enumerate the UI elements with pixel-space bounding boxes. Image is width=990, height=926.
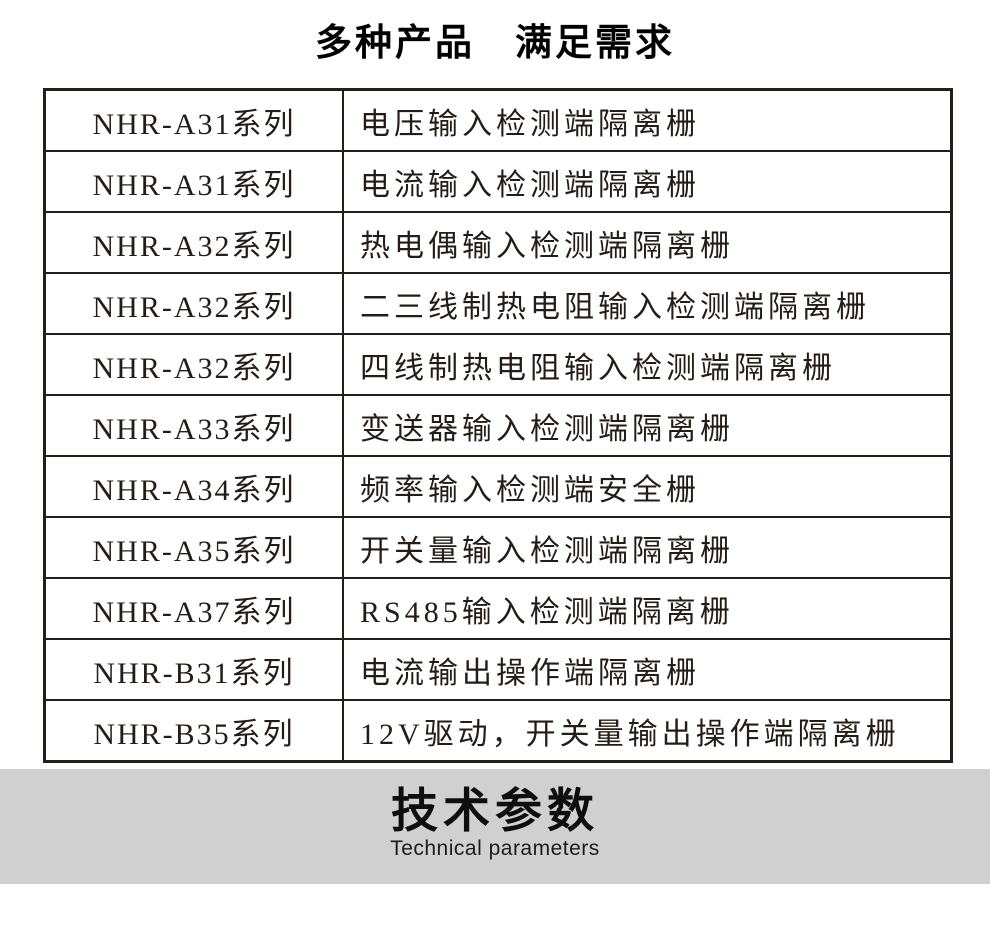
description-cell: 二三线制热电阻输入检测端隔离栅 [342, 272, 953, 335]
series-cell: NHR-A33系列 [43, 394, 344, 457]
description-cell: 变送器输入检测端隔离栅 [342, 394, 953, 457]
description-cell: 开关量输入检测端隔离栅 [342, 516, 953, 579]
description-cell: 四线制热电阻输入检测端隔离栅 [342, 333, 953, 396]
series-cell: NHR-B31系列 [43, 638, 344, 701]
table-row: NHR-A33系列 变送器输入检测端隔离栅 [43, 394, 953, 457]
description-cell: RS485输入检测端隔离栅 [342, 577, 953, 640]
series-cell: NHR-A34系列 [43, 455, 344, 518]
table-row: NHR-A32系列 二三线制热电阻输入检测端隔离栅 [43, 272, 953, 335]
table-row: NHR-A34系列 频率输入检测端安全栅 [43, 455, 953, 518]
series-cell: NHR-A31系列 [43, 150, 344, 213]
description-cell: 频率输入检测端安全栅 [342, 455, 953, 518]
table-row: NHR-B31系列 电流输出操作端隔离栅 [43, 638, 953, 701]
description-cell: 12V驱动，开关量输出操作端隔离栅 [342, 699, 953, 763]
series-cell: NHR-A31系列 [43, 88, 344, 152]
table-row: NHR-A32系列 四线制热电阻输入检测端隔离栅 [43, 333, 953, 396]
table-row: NHR-A32系列 热电偶输入检测端隔离栅 [43, 211, 953, 274]
series-cell: NHR-A32系列 [43, 272, 344, 335]
series-cell: NHR-B35系列 [43, 699, 344, 763]
description-cell: 电流输出操作端隔离栅 [342, 638, 953, 701]
description-cell: 电流输入检测端隔离栅 [342, 150, 953, 213]
tech-params-title: 技术参数 [391, 784, 599, 837]
table-row: NHR-A37系列 RS485输入检测端隔离栅 [43, 577, 953, 640]
page-title: 多种产品 满足需求 [315, 22, 675, 63]
description-cell: 热电偶输入检测端隔离栅 [342, 211, 953, 274]
product-table: NHR-A31系列 电压输入检测端隔离栅 NHR-A31系列 电流输入检测端隔离… [43, 88, 953, 763]
table-row: NHR-A35系列 开关量输入检测端隔离栅 [43, 516, 953, 579]
description-cell: 电压输入检测端隔离栅 [342, 88, 953, 152]
tech-params-banner: 技术参数 Technical parameters [0, 769, 990, 884]
series-cell: NHR-A35系列 [43, 516, 344, 579]
table-row: NHR-A31系列 电压输入检测端隔离栅 [43, 88, 953, 152]
tech-params-subtitle: Technical parameters [390, 837, 600, 860]
table-row: NHR-A31系列 电流输入检测端隔离栅 [43, 150, 953, 213]
series-cell: NHR-A32系列 [43, 333, 344, 396]
series-cell: NHR-A32系列 [43, 211, 344, 274]
series-cell: NHR-A37系列 [43, 577, 344, 640]
table-row: NHR-B35系列 12V驱动，开关量输出操作端隔离栅 [43, 699, 953, 763]
